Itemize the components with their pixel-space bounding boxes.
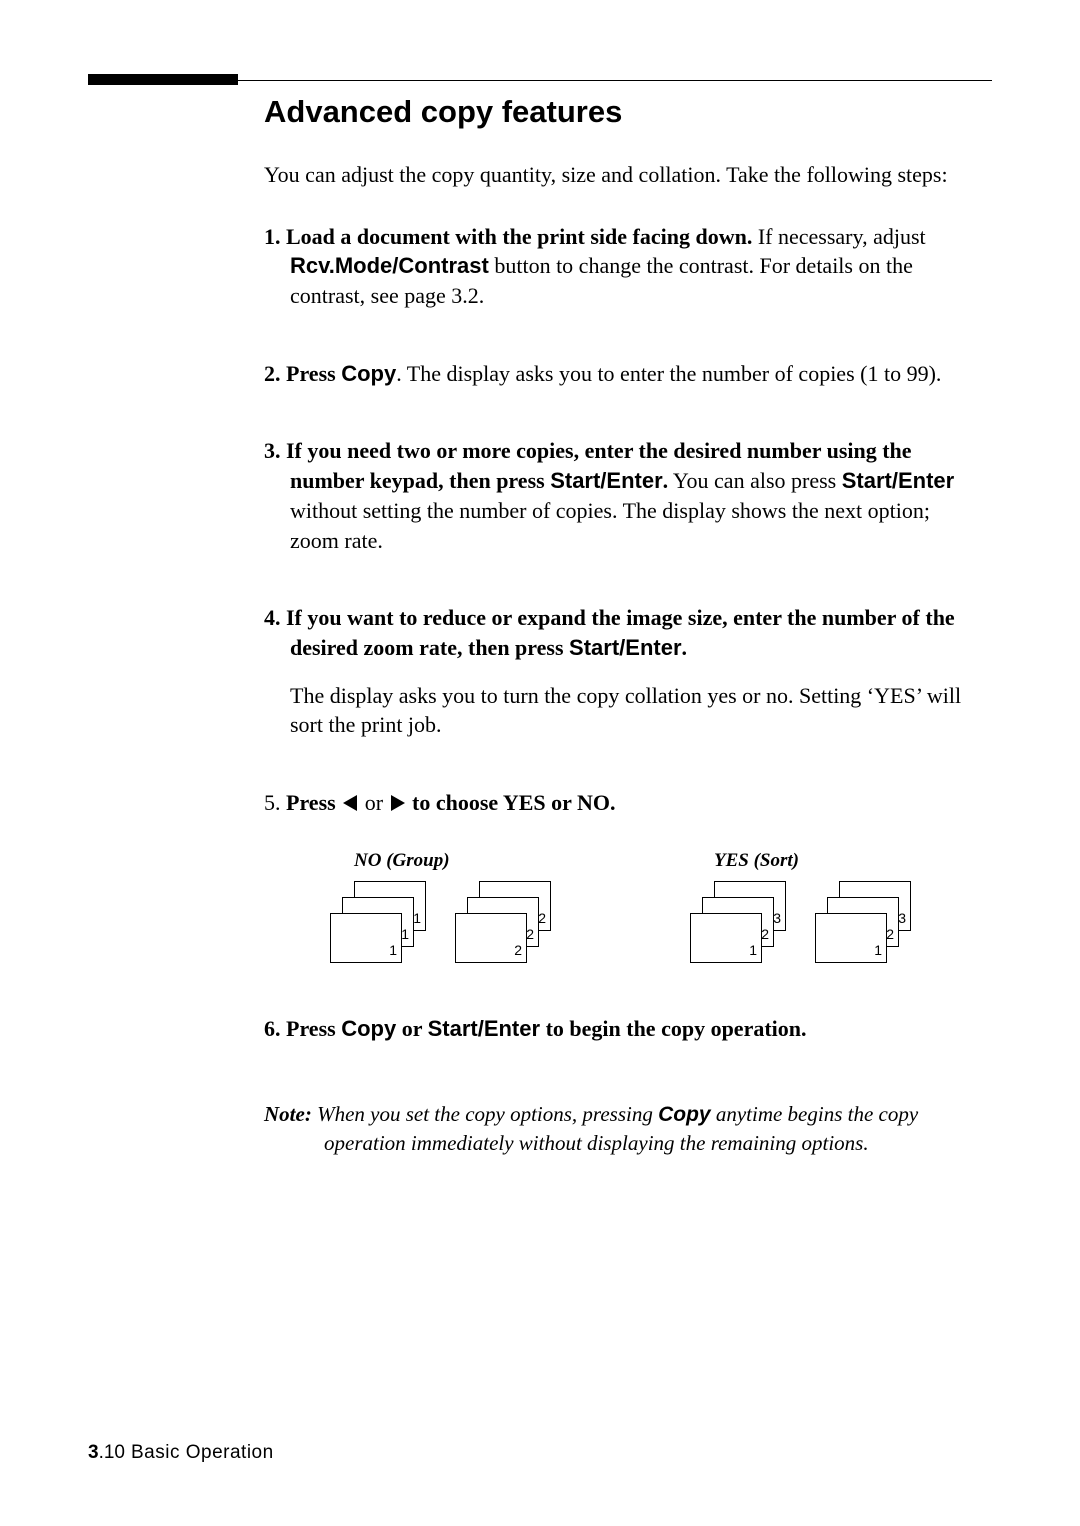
sheet-number: 2 — [761, 925, 769, 944]
button-label: Start/Enter — [842, 468, 954, 493]
diagram-label-yes: YES (Sort) — [714, 848, 910, 874]
collation-diagram: NO (Group) 1 1 1 2 2 2 — [330, 848, 984, 967]
note-text: When you set the copy options, pressing — [312, 1102, 658, 1126]
step-text: or — [359, 790, 388, 815]
step-6: 6. Press Copy or Start/Enter to begin th… — [264, 1014, 984, 1044]
content-column: Advanced copy features You can adjust th… — [264, 94, 984, 1159]
sheet-number: 2 — [526, 925, 534, 944]
intro-paragraph: You can adjust the copy quantity, size a… — [264, 160, 984, 190]
step-lead: Press — [286, 361, 341, 386]
step-number: 3. — [264, 438, 286, 463]
button-label: Copy — [658, 1103, 711, 1126]
step-period: . — [682, 635, 688, 660]
step-lead: Press — [286, 1016, 341, 1041]
step-number: 2. — [264, 361, 286, 386]
step-text: or — [396, 1016, 427, 1041]
step-paragraph: The display asks you to turn the copy co… — [290, 681, 984, 740]
step-number: 1. — [264, 224, 286, 249]
step-lead: Load a document with the print side faci… — [286, 224, 752, 249]
sheet-number: 1 — [389, 941, 397, 960]
step-text: You can also press — [668, 468, 842, 493]
steps-list: 1. Load a document with the print side f… — [264, 222, 984, 1044]
step-tail: to choose YES or NO. — [407, 790, 616, 815]
sheet-number: 1 — [874, 941, 882, 960]
button-label: Copy — [341, 1016, 396, 1041]
sheet-number: 1 — [401, 925, 409, 944]
button-label: Start/Enter — [428, 1016, 540, 1041]
step-2: 2. Press Copy. The display asks you to e… — [264, 359, 984, 389]
button-label: Start/Enter — [550, 468, 662, 493]
sheet: 1 — [690, 913, 762, 963]
button-label: Start/Enter — [569, 635, 681, 660]
sheet-number: 3 — [773, 909, 781, 928]
sheet-number: 2 — [886, 925, 894, 944]
stack: 3 2 1 — [690, 881, 785, 966]
header-rule — [88, 74, 992, 84]
button-label: Rcv.Mode/Contrast — [290, 253, 489, 278]
page: Advanced copy features You can adjust th… — [0, 0, 1080, 1526]
sheet-number: 2 — [514, 941, 522, 960]
step-3: 3. If you need two or more copies, enter… — [264, 436, 984, 555]
stack: 1 1 1 — [330, 881, 425, 966]
sheet: 1 — [330, 913, 402, 963]
stack: 3 2 1 — [815, 881, 910, 966]
step-4: 4. If you want to reduce or expand the i… — [264, 603, 984, 740]
right-arrow-icon — [391, 795, 405, 811]
footer-chapter: 3 — [88, 1442, 99, 1463]
stack: 2 2 2 — [455, 881, 550, 966]
footer-section: Basic Operation — [131, 1442, 274, 1463]
sheet: 1 — [815, 913, 887, 963]
button-label: Copy — [341, 361, 396, 386]
step-5: 5. Press or to choose YES or NO. NO (Gro… — [264, 788, 984, 966]
step-tail: to begin the copy operation. — [540, 1016, 806, 1041]
sheet: 2 — [455, 913, 527, 963]
note-paragraph: Note: When you set the copy options, pre… — [264, 1100, 984, 1159]
note-label: Note: — [264, 1102, 312, 1126]
sheet-number: 3 — [898, 909, 906, 928]
thick-rule — [88, 74, 238, 85]
footer-page: .10 — [99, 1442, 125, 1463]
diagram-yes-group: YES (Sort) 3 2 1 3 2 1 — [690, 848, 910, 967]
step-lead: Press — [286, 790, 341, 815]
step-text: without setting the number of copies. Th… — [290, 498, 930, 553]
diagram-no-group: NO (Group) 1 1 1 2 2 2 — [330, 848, 550, 967]
page-footer: 3.10 Basic Operation — [88, 1442, 274, 1464]
left-arrow-icon — [343, 795, 357, 811]
step-text: . The display asks you to enter the numb… — [396, 361, 941, 386]
sheet-number: 1 — [413, 909, 421, 928]
sheet-number: 2 — [538, 909, 546, 928]
step-1: 1. Load a document with the print side f… — [264, 222, 984, 311]
section-title: Advanced copy features — [264, 94, 984, 130]
diagram-label-no: NO (Group) — [354, 848, 550, 874]
step-number: 4. — [264, 605, 286, 630]
stacks: 1 1 1 2 2 2 — [330, 881, 550, 966]
step-text: If necessary, adjust — [752, 224, 925, 249]
step-number: 5. — [264, 790, 286, 815]
sheet-number: 1 — [749, 941, 757, 960]
stacks: 3 2 1 3 2 1 — [690, 881, 910, 966]
step-number: 6. — [264, 1016, 286, 1041]
